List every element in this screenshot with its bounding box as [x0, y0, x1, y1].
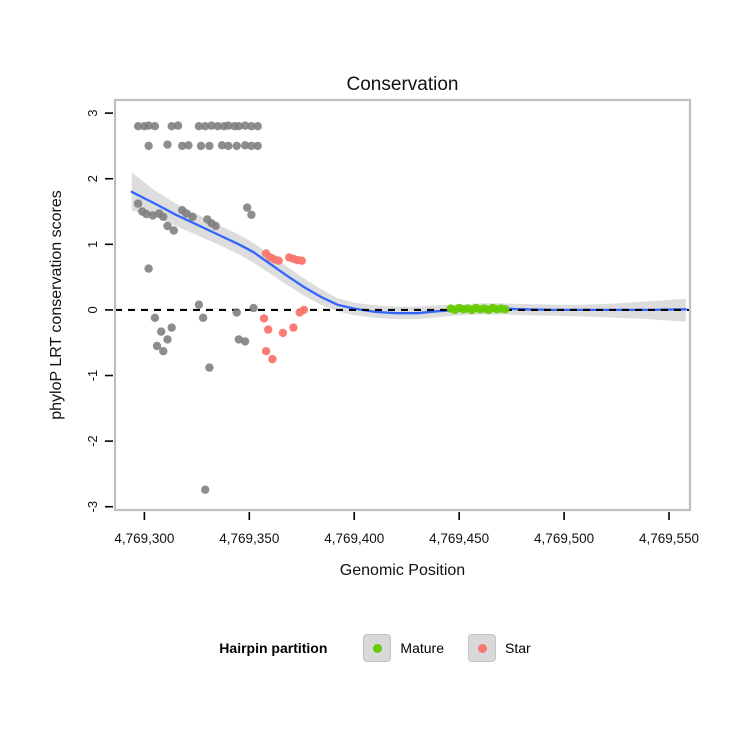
data-point-other	[243, 203, 252, 212]
smooth-line	[130, 190, 687, 315]
data-point-other	[152, 341, 162, 351]
y-tick-label: 0	[85, 306, 100, 313]
data-point-other	[213, 122, 222, 131]
data-point-other	[194, 300, 204, 309]
plot-panel	[115, 100, 690, 510]
data-point-other	[224, 121, 233, 130]
data-point-other	[150, 122, 160, 131]
data-point-star	[259, 314, 269, 323]
y-tick-label: -1	[85, 370, 100, 382]
data-point-star	[299, 305, 309, 315]
panel-border	[113, 98, 692, 512]
data-point-other	[211, 221, 220, 231]
data-point-other	[133, 199, 143, 208]
x-tick-label: 4,769,400	[324, 531, 384, 546]
y-tick-label: 3	[85, 110, 100, 117]
data-point-mature	[501, 305, 510, 314]
data-point-other	[247, 141, 256, 151]
data-point-other	[144, 264, 153, 273]
data-point-star	[261, 347, 271, 356]
data-point-other	[150, 313, 160, 322]
data-point-star	[274, 256, 283, 265]
data-point-other	[159, 347, 168, 356]
data-point-other	[249, 303, 258, 313]
data-point-other	[163, 221, 172, 231]
data-point-other	[253, 141, 262, 151]
data-point-star	[297, 256, 306, 265]
data-point-other	[247, 122, 256, 131]
data-point-other	[232, 308, 241, 317]
legend-key-box	[468, 634, 496, 662]
chart-title: Conservation	[346, 74, 459, 95]
data-point-star	[268, 354, 277, 364]
legend-title: Hairpin partition	[219, 640, 328, 656]
data-point-other	[217, 141, 227, 150]
data-point-other	[201, 122, 210, 131]
data-point-other	[234, 335, 243, 344]
legend-key-box	[363, 634, 392, 662]
x-tick-label: 4,769,450	[429, 531, 489, 546]
data-point-other	[205, 141, 214, 151]
data-point-other	[196, 141, 206, 151]
data-point-other	[240, 121, 250, 130]
data-point-other	[167, 323, 176, 332]
data-point-other	[163, 335, 172, 344]
data-point-other	[163, 140, 172, 149]
legend-label-mature: Mature	[400, 640, 444, 656]
x-tick-label: 4,769,550	[639, 531, 699, 546]
data-point-other	[178, 141, 187, 151]
data-point-other	[182, 209, 191, 218]
y-tick-label: -2	[85, 435, 100, 447]
data-point-other	[157, 327, 166, 336]
y-tick-label: 1	[85, 241, 100, 248]
y-axis-title: phyloP LRT conservation scores	[48, 190, 65, 420]
data-point-star	[289, 323, 298, 332]
data-point-other	[194, 122, 204, 131]
x-axis-title: Genomic Position	[339, 562, 466, 579]
data-point-other	[201, 485, 210, 494]
data-point-other	[167, 122, 176, 131]
legend-item-star: Star	[468, 634, 531, 662]
data-point-other	[207, 121, 216, 130]
x-tick-label: 4,769,500	[534, 531, 594, 546]
mature-dot-icon	[372, 643, 382, 653]
x-tick-label: 4,769,300	[114, 531, 174, 546]
data-point-other	[232, 141, 241, 151]
data-point-star	[278, 328, 288, 338]
y-tick-label: -3	[85, 501, 100, 513]
legend-label-star: Star	[505, 640, 531, 656]
data-point-other	[188, 212, 197, 221]
legend-item-mature: Mature	[363, 634, 444, 662]
data-point-other	[234, 122, 243, 131]
data-point-other	[240, 337, 250, 346]
data-point-other	[169, 226, 178, 235]
data-point-other	[144, 141, 153, 151]
hairpin-partition-legend: Hairpin partition Mature Star	[0, 634, 750, 662]
data-point-other	[184, 141, 193, 150]
data-point-other	[133, 122, 143, 131]
y-tick-label: 2	[85, 175, 100, 182]
data-point-other	[240, 141, 250, 150]
data-point-star	[264, 325, 273, 334]
data-point-other	[144, 121, 153, 130]
x-tick-label: 4,769,350	[219, 531, 279, 546]
data-point-other	[198, 313, 208, 322]
data-point-other	[148, 211, 157, 220]
data-point-other	[253, 122, 262, 131]
data-point-other	[173, 121, 183, 130]
data-point-other	[224, 141, 233, 151]
data-point-other	[142, 209, 151, 219]
data-point-other	[247, 210, 256, 219]
star-dot-icon	[477, 643, 487, 653]
data-point-other	[205, 363, 214, 372]
data-point-other	[159, 212, 168, 221]
